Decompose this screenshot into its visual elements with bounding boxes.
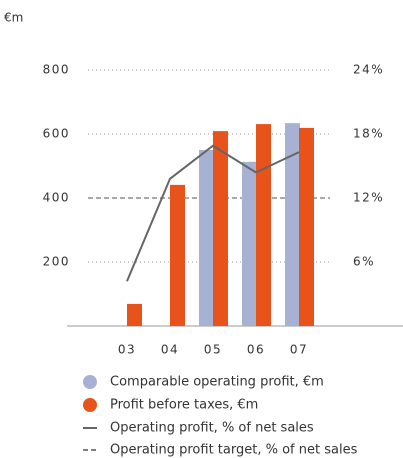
bar: [199, 150, 214, 326]
y2-tick-label: 6%: [353, 255, 375, 269]
bar: [127, 303, 142, 326]
x-tick-label: 07: [290, 343, 308, 357]
y-tick-label: 600: [43, 127, 70, 141]
x-tick-label: 04: [161, 343, 179, 357]
y2-tick-label: 18%: [353, 127, 384, 141]
y-tick-label: 400: [43, 191, 70, 205]
legend-label: Operating profit target, % of net sales: [110, 443, 358, 458]
bar: [285, 123, 300, 327]
bar: [299, 127, 314, 326]
y-tick-label: 200: [43, 255, 70, 269]
bar: [170, 184, 185, 326]
bar: [256, 124, 271, 326]
legend-label: Profit before taxes, €m: [110, 398, 258, 413]
x-tick-label: 05: [204, 343, 222, 357]
y2-tick-label: 24%: [353, 63, 384, 77]
y-tick-label: 800: [43, 63, 70, 77]
line: [126, 144, 300, 282]
legend-label: Comparable operating profit, €m: [110, 375, 324, 390]
legend-swatch: [83, 375, 97, 389]
legend-label: Operating profit, % of net sales: [110, 421, 314, 436]
chart-title: €m: [4, 11, 23, 25]
bar: [242, 161, 257, 326]
x-tick-label: 03: [118, 343, 136, 357]
legend-swatch: [83, 398, 97, 412]
x-tick-label: 06: [247, 343, 265, 357]
bar: [213, 131, 228, 326]
y2-tick-label: 12%: [353, 191, 384, 205]
